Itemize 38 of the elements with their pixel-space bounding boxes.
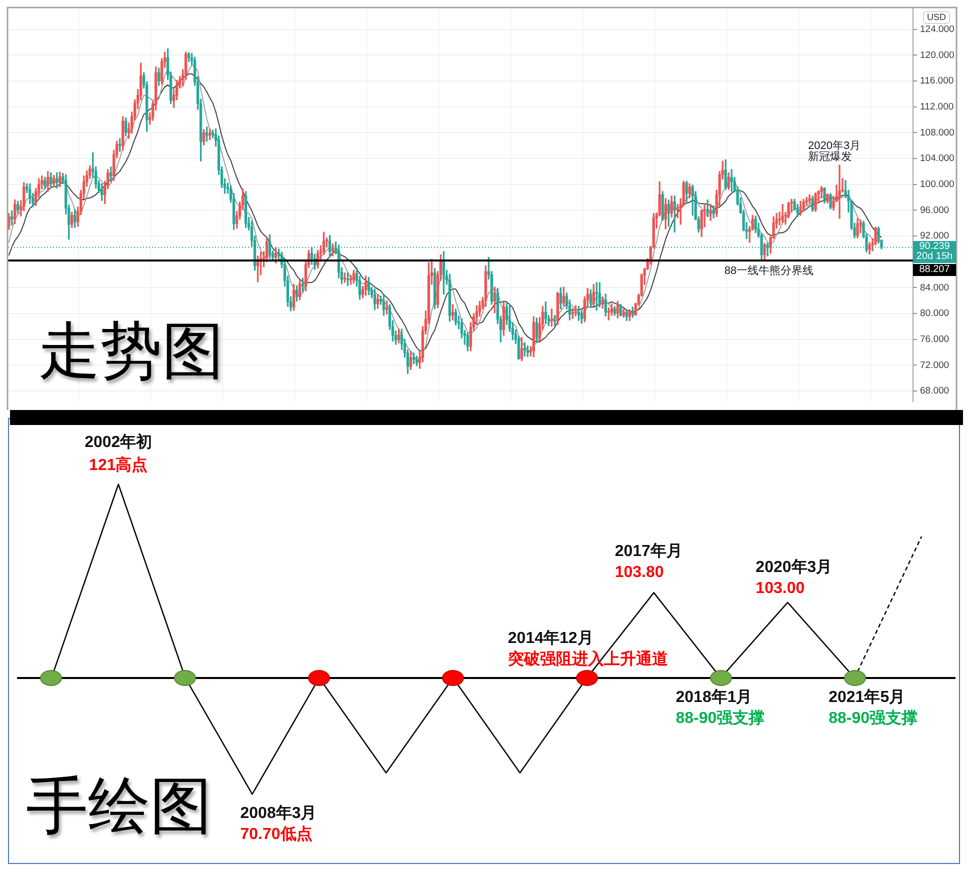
candlestick (781, 204, 784, 223)
y-tick-label: 96.000 (920, 204, 950, 216)
text: 手绘图 (26, 772, 212, 841)
text: 121高点 (89, 457, 148, 474)
y-tick-label: 68.000 (920, 386, 950, 397)
annotation: 2021年5月 (828, 688, 906, 706)
annotation: 2017年月 (614, 542, 682, 560)
annotation: 88-90强支撑 (676, 710, 765, 727)
y-tick-label: 72.000 (920, 360, 950, 371)
text: 88.207 (913, 264, 956, 276)
y-tick-label: 84.000 (920, 282, 950, 294)
y-tick-label: 124.000 (920, 24, 954, 35)
annotation: 新冠爆发 (808, 151, 852, 163)
y-axis-title: USD (923, 11, 950, 24)
text: 走势图 (38, 317, 224, 386)
y-tick-label: 120.000 (920, 50, 954, 61)
y-tick-label: 116.000 (920, 76, 954, 87)
text: 20d 15h (915, 251, 954, 262)
y-tick-label: 112.000 (920, 101, 954, 112)
y-tick-label: 80.000 (920, 308, 950, 320)
annotation: 2018年1月 (676, 688, 752, 706)
annotation: 2020年3月 (808, 140, 861, 152)
annotation: 2014年12月 (508, 630, 594, 647)
text: 2002年初 (84, 434, 152, 452)
y-tick-label: 104.000 (920, 153, 954, 164)
text: 2008年3月 (240, 805, 317, 822)
y-tick-label: 76.000 (920, 334, 950, 345)
annotation: 103.80 (614, 564, 664, 581)
annotation: 103.00 (756, 580, 805, 598)
y-tick-label: 92.000 (920, 230, 950, 242)
y-tick-label: 100.000 (920, 178, 954, 190)
text: 70.70低点 (240, 826, 312, 844)
ref-line-label: 88一线牛熊分界线 (724, 265, 814, 278)
candlestick (838, 164, 841, 219)
text: 90.239 (919, 241, 950, 252)
annotation: 88-90强支撑 (828, 710, 918, 727)
y-tick-label: 108.000 (920, 127, 954, 138)
annotation: 2020年3月 (756, 559, 832, 576)
